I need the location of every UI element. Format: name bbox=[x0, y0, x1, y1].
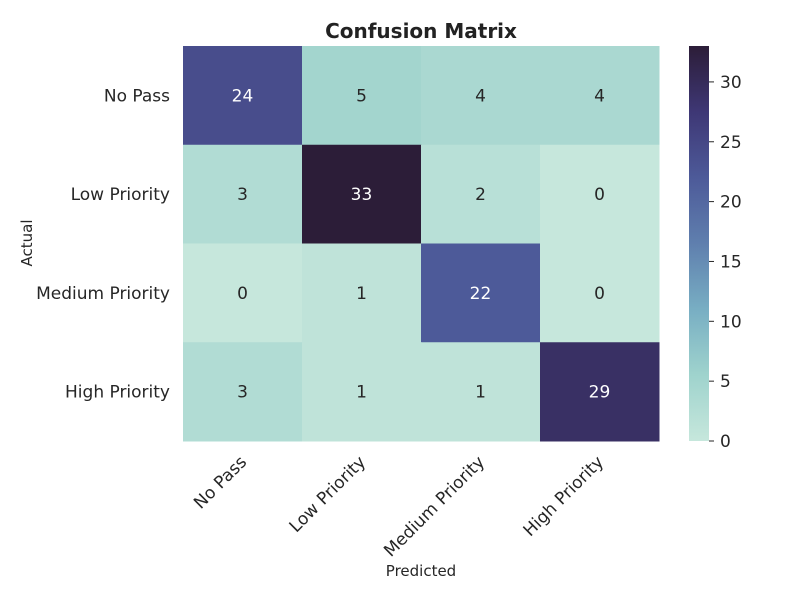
x-tick-label: No Pass bbox=[190, 452, 251, 513]
heatmap-cell bbox=[421, 342, 541, 442]
cell-value-label: 0 bbox=[237, 284, 248, 304]
cell-value-label: 2 bbox=[475, 185, 486, 205]
heatmap-cell bbox=[421, 144, 541, 244]
y-tick-label: No Pass bbox=[104, 86, 170, 106]
colorbar-tick-label: 10 bbox=[720, 312, 742, 332]
colorbar-tick-label: 5 bbox=[720, 372, 731, 392]
colorbar-tick-label: 30 bbox=[720, 73, 742, 93]
colorbar: 0 5 10 15 20 25 30 bbox=[689, 46, 742, 452]
x-tick-label: High Priority bbox=[520, 452, 608, 540]
heatmap-cell bbox=[183, 342, 303, 442]
heatmap-cell bbox=[540, 243, 660, 343]
heatmap-cell bbox=[302, 46, 422, 146]
cell-value-label: 24 bbox=[232, 86, 254, 106]
colorbar-gradient bbox=[689, 46, 709, 441]
cell-value-label: 1 bbox=[475, 383, 486, 403]
heatmap-cell bbox=[421, 243, 541, 343]
colorbar-tick-label: 15 bbox=[720, 252, 742, 272]
x-tick-label: Medium Priority bbox=[380, 452, 489, 561]
x-tick-labels: No Pass Low Priority Medium Priority High P… bbox=[190, 452, 608, 561]
heatmap-cell bbox=[540, 144, 660, 244]
colorbar-tick-label: 20 bbox=[720, 193, 742, 213]
y-tick-label: Medium Priority bbox=[36, 284, 170, 304]
cell-value-label: 33 bbox=[351, 185, 373, 205]
cell-value-label: 5 bbox=[356, 86, 367, 106]
x-axis-label: Predicted bbox=[386, 562, 456, 580]
y-tick-label: Low Priority bbox=[71, 185, 170, 205]
heatmap-cell bbox=[540, 46, 660, 146]
heatmap-cell bbox=[183, 144, 303, 244]
x-tick-label: Low Priority bbox=[286, 452, 370, 536]
cell-value-label: 0 bbox=[594, 284, 605, 304]
cell-value-label: 1 bbox=[356, 383, 367, 403]
colorbar-tick-label: 25 bbox=[720, 133, 742, 153]
cell-value-label: 3 bbox=[237, 383, 248, 403]
heatmap-cell bbox=[302, 243, 422, 343]
cell-value-label: 4 bbox=[594, 86, 605, 106]
y-tick-label: High Priority bbox=[65, 383, 170, 403]
chart-title: Confusion Matrix bbox=[325, 19, 517, 43]
heatmap-cell bbox=[302, 342, 422, 442]
heatmap-cell bbox=[302, 144, 422, 244]
heatmap-cell bbox=[421, 46, 541, 146]
cell-value-label: 3 bbox=[237, 185, 248, 205]
heatmap-cell bbox=[540, 342, 660, 442]
heatmap-cell bbox=[183, 243, 303, 343]
cell-value-label: 0 bbox=[594, 185, 605, 205]
cell-value-label: 1 bbox=[356, 284, 367, 304]
y-tick-labels: No Pass Low Priority Medium Priority High P… bbox=[36, 86, 170, 402]
heatmap-cell bbox=[183, 46, 303, 146]
cell-value-label: 4 bbox=[475, 86, 486, 106]
cell-value-label: 22 bbox=[470, 284, 492, 304]
colorbar-tick-label: 0 bbox=[720, 432, 731, 452]
heatmap-cells: 24 5 4 43 33 2 00 1 22 03 1 1 29 bbox=[183, 46, 660, 442]
cell-value-label: 29 bbox=[589, 383, 611, 403]
y-axis-label: Actual bbox=[18, 220, 36, 267]
